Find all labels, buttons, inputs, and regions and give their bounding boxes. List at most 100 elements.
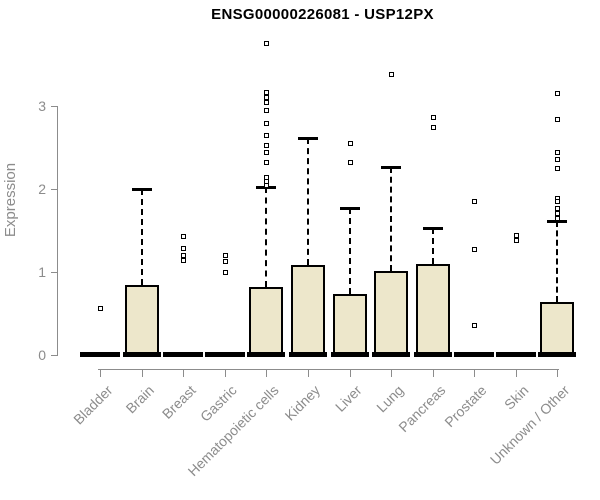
outlier-point <box>472 323 478 329</box>
outlier-point <box>555 206 561 212</box>
outlier-point <box>347 140 353 146</box>
x-tick <box>100 369 101 377</box>
outlier-point <box>264 108 270 114</box>
outlier-point <box>222 259 228 265</box>
whisker-cap <box>547 220 568 224</box>
outlier-point <box>264 133 270 139</box>
x-tick-label: Liver <box>332 382 365 415</box>
median-line <box>495 352 536 357</box>
box <box>415 263 450 357</box>
median-line <box>454 352 495 357</box>
whisker <box>306 138 309 266</box>
median-line <box>122 352 161 357</box>
median-line <box>413 352 452 357</box>
whisker-cap <box>131 188 152 191</box>
median-line <box>247 352 286 357</box>
y-tick-label: 1 <box>38 264 46 280</box>
median-line <box>538 352 577 357</box>
median-line <box>330 352 369 357</box>
whisker-cap <box>339 207 360 211</box>
outlier-point <box>222 270 228 275</box>
x-tick <box>224 369 226 377</box>
x-tick-label: Lung <box>373 382 407 416</box>
outlier-point <box>181 245 187 251</box>
whisker <box>348 208 351 295</box>
y-axis-label: Expression <box>2 162 19 238</box>
outlier-point <box>264 143 270 148</box>
box <box>290 265 325 357</box>
outlier-point <box>430 124 436 130</box>
outlier-point <box>555 149 561 155</box>
x-tick-label: Prostate <box>441 382 490 431</box>
x-tick <box>474 369 476 377</box>
outlier-point <box>555 199 561 205</box>
y-axis-line <box>57 106 58 356</box>
outlier-point <box>347 160 353 166</box>
outlier-point <box>555 157 561 163</box>
x-tick <box>266 369 268 377</box>
y-tick-label: 3 <box>38 98 46 114</box>
y-tick <box>51 106 57 107</box>
outlier-point <box>181 257 187 263</box>
x-tick-label: Skin <box>500 382 532 413</box>
x-tick <box>183 369 185 377</box>
whisker <box>140 189 143 286</box>
outlier-point <box>264 149 270 155</box>
outlier-point <box>264 182 270 188</box>
outlier-point <box>264 99 270 105</box>
y-tick-label: 0 <box>38 347 46 363</box>
x-tick <box>307 369 309 377</box>
median-line <box>163 352 204 357</box>
x-tick <box>432 369 434 377</box>
x-axis-line <box>98 369 560 370</box>
outlier-point <box>264 159 270 165</box>
chart-title: ENSG00000226081 - USP12PX <box>211 6 434 23</box>
median-line <box>372 352 411 357</box>
outlier-point <box>430 114 436 120</box>
y-tick <box>51 272 57 273</box>
x-tick <box>515 369 517 377</box>
y-tick <box>51 355 57 356</box>
outlier-point <box>98 305 103 311</box>
whisker-cap <box>381 165 402 169</box>
box <box>332 294 367 357</box>
outlier-point <box>389 71 395 77</box>
outlier-point <box>555 216 561 222</box>
median-line <box>204 352 245 357</box>
outlier-point <box>555 117 561 123</box>
whisker-cap <box>422 227 443 230</box>
x-tick-label: Bladder <box>69 382 116 428</box>
outlier-point <box>555 211 561 217</box>
x-tick <box>141 369 143 377</box>
outlier-point <box>513 237 519 243</box>
whisker-cap <box>297 137 318 141</box>
x-tick-label: Kidney <box>281 382 324 424</box>
outlier-point <box>264 89 270 95</box>
x-tick-label: Brain <box>122 382 157 417</box>
outlier-point <box>181 234 187 240</box>
outlier-point <box>472 199 478 205</box>
x-tick-label: Breast <box>158 382 199 422</box>
outlier-point <box>264 94 270 100</box>
outlier-point <box>555 90 561 96</box>
outlier-point <box>264 120 270 126</box>
whisker <box>390 166 393 272</box>
median-line <box>80 352 120 357</box>
box <box>124 285 159 357</box>
whisker <box>265 186 268 287</box>
box <box>540 301 575 357</box>
x-tick <box>391 369 393 377</box>
box <box>249 286 284 357</box>
median-line <box>288 352 327 357</box>
y-tick-label: 2 <box>38 181 46 197</box>
outlier-point <box>555 166 561 172</box>
x-tick <box>557 369 559 377</box>
outlier-point <box>222 253 228 259</box>
whisker <box>431 228 434 264</box>
box <box>374 271 409 357</box>
outlier-point <box>264 40 270 46</box>
y-tick <box>51 189 57 190</box>
x-tick <box>349 369 351 377</box>
whisker <box>556 221 559 302</box>
